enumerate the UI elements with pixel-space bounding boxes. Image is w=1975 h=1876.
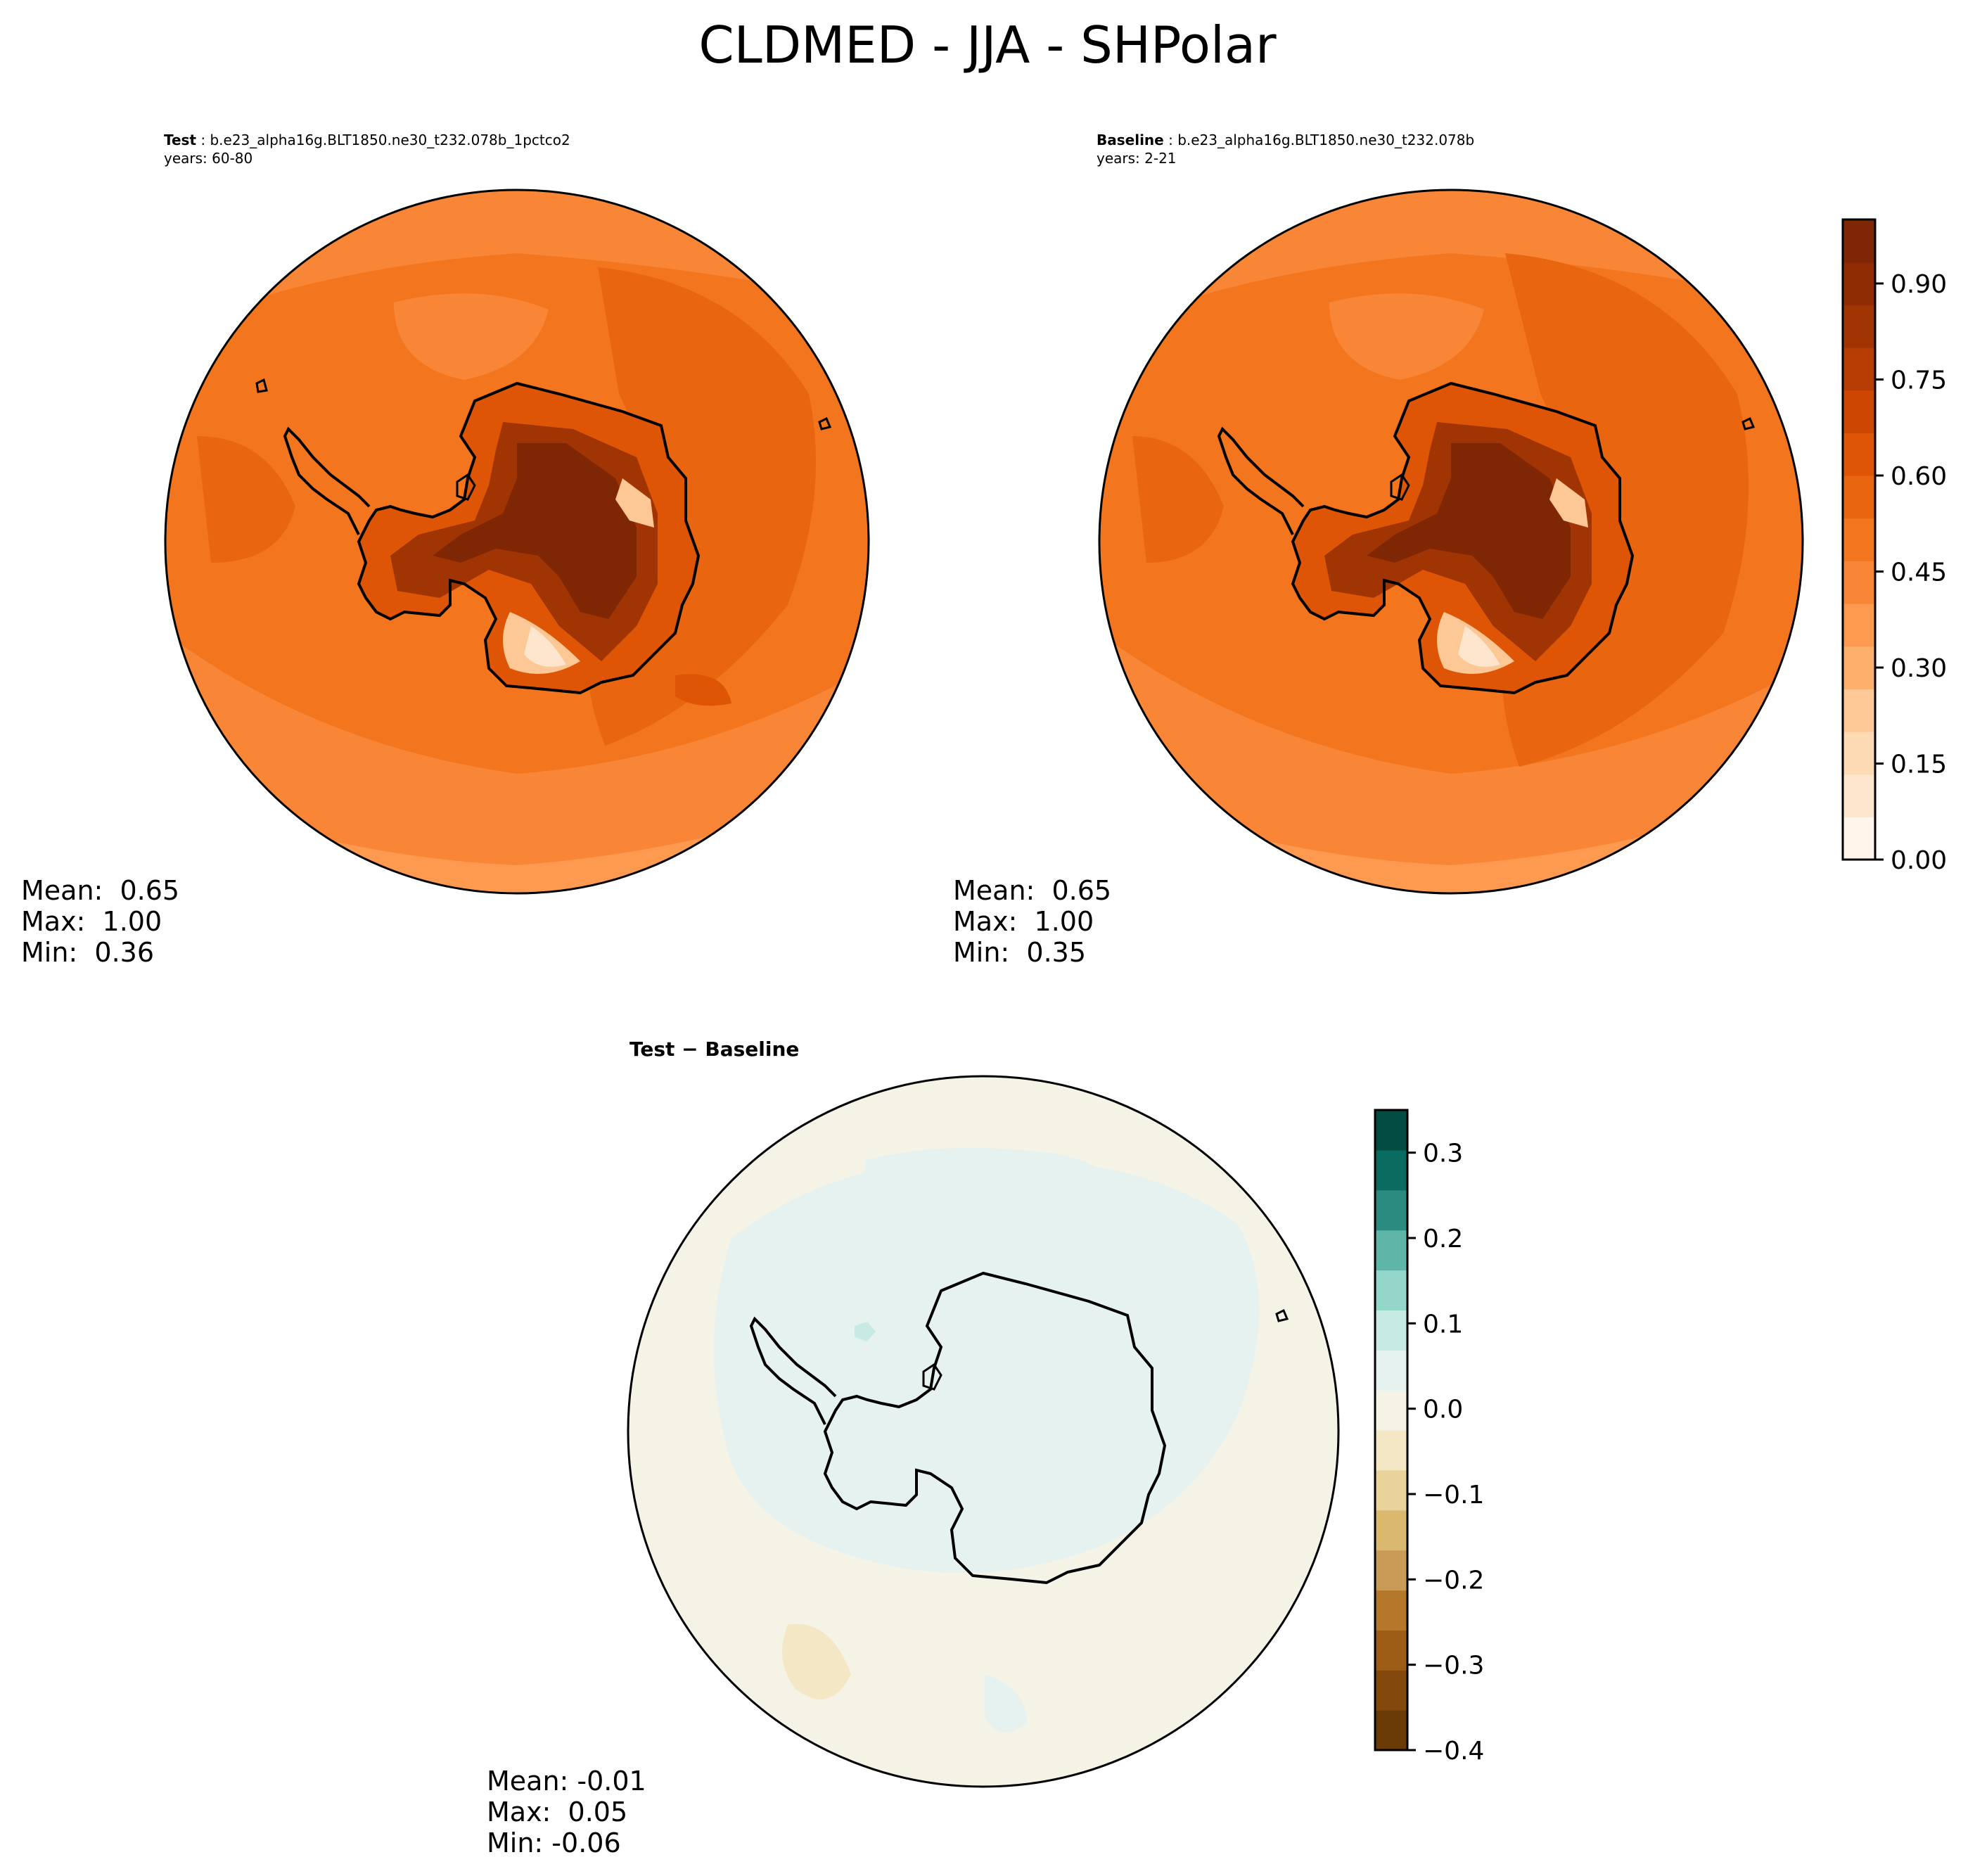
main-colorbar-segment bbox=[1843, 774, 1875, 817]
test-mean: Mean: 0.65 bbox=[21, 875, 180, 906]
baseline-case-header: Baseline : b.e23_alpha16g.BLT1850.ne30_t… bbox=[1097, 132, 1475, 148]
difference-colorbar-tick-label: −0.2 bbox=[1423, 1566, 1484, 1595]
main-colorbar: 0.00 0.15 0.30 0.45 0.60 0.75 0.90 bbox=[1841, 218, 1947, 875]
baseline-min: Min: 0.35 bbox=[953, 937, 1086, 968]
difference-stats: Mean: -0.01 Max: 0.05 Min: -0.06 bbox=[487, 1766, 646, 1858]
difference-colorbar: −0.4 −0.3 −0.2 −0.1 0.0 0.1 0.2 0.3 bbox=[1374, 1109, 1484, 1766]
figure-title: CLDMED - JJA - SHPolar bbox=[698, 15, 1277, 75]
difference-colorbar-tick-label: 0.0 bbox=[1423, 1396, 1463, 1424]
difference-map bbox=[627, 1075, 1340, 1788]
difference-colorbar-tick-label: −0.1 bbox=[1423, 1481, 1484, 1510]
difference-colorbar-tick-label: 0.3 bbox=[1423, 1140, 1463, 1168]
main-colorbar-tick-label: 0.30 bbox=[1891, 654, 1947, 683]
baseline-map bbox=[1098, 189, 1804, 895]
main-colorbar-tick-label: 0.15 bbox=[1891, 751, 1947, 779]
difference-colorbar-segment bbox=[1375, 1670, 1407, 1711]
difference-colorbar-segment bbox=[1375, 1710, 1407, 1751]
main-colorbar-segment bbox=[1843, 732, 1875, 775]
baseline-years: years: 2-21 bbox=[1097, 150, 1177, 167]
difference-colorbar-segment bbox=[1375, 1390, 1407, 1431]
difference-colorbar-segment bbox=[1375, 1510, 1407, 1551]
test-map bbox=[164, 189, 870, 895]
difference-colorbar-tick-label: −0.4 bbox=[1423, 1737, 1484, 1766]
difference-colorbar-tick-label: 0.2 bbox=[1423, 1225, 1463, 1253]
test-years: years: 60-80 bbox=[164, 150, 253, 167]
main-colorbar-segment bbox=[1843, 390, 1875, 433]
main-colorbar-segment bbox=[1843, 347, 1875, 391]
main-colorbar-segment bbox=[1843, 262, 1875, 305]
baseline-mean: Mean: 0.65 bbox=[953, 875, 1112, 906]
difference-colorbar-segment bbox=[1375, 1110, 1407, 1151]
test-case-name: b.e23_alpha16g.BLT1850.ne30_t232.078b_1p… bbox=[210, 132, 570, 148]
difference-colorbar-segment bbox=[1375, 1270, 1407, 1310]
test-max: Max: 1.00 bbox=[21, 906, 162, 937]
test-stats: Mean: 0.65 Max: 1.00 Min: 0.36 bbox=[21, 875, 179, 968]
main-colorbar-segment bbox=[1843, 646, 1875, 689]
main-colorbar-tick-label: 0.75 bbox=[1891, 366, 1947, 395]
main-colorbar-segment bbox=[1843, 689, 1875, 732]
baseline-max: Max: 1.00 bbox=[953, 906, 1094, 937]
difference-colorbar-tick-label: 0.1 bbox=[1423, 1310, 1463, 1339]
main-colorbar-segment bbox=[1843, 604, 1875, 647]
difference-title: Test − Baseline bbox=[629, 1038, 800, 1061]
test-label: Test bbox=[164, 132, 197, 148]
main-colorbar-segment bbox=[1843, 518, 1875, 561]
main-colorbar-tick-label: 0.45 bbox=[1891, 559, 1947, 587]
difference-colorbar-segment bbox=[1375, 1590, 1407, 1631]
baseline-stats: Mean: 0.65 Max: 1.00 Min: 0.35 bbox=[953, 875, 1111, 968]
main-colorbar-segment bbox=[1843, 305, 1875, 348]
difference-colorbar-segment bbox=[1375, 1550, 1407, 1591]
baseline-case-name: b.e23_alpha16g.BLT1850.ne30_t232.078b bbox=[1177, 132, 1475, 148]
difference-max: Max: 0.05 bbox=[487, 1797, 628, 1827]
test-case-header: Test : b.e23_alpha16g.BLT1850.ne30_t232.… bbox=[164, 132, 570, 148]
main-colorbar-segment bbox=[1843, 817, 1875, 860]
main-colorbar-segment bbox=[1843, 433, 1875, 476]
difference-colorbar-segment bbox=[1375, 1430, 1407, 1471]
main-colorbar-tick-label: 0.60 bbox=[1891, 462, 1947, 491]
difference-colorbar-segment bbox=[1375, 1149, 1407, 1191]
difference-colorbar-segment bbox=[1375, 1189, 1407, 1231]
main-colorbar-segment bbox=[1843, 219, 1875, 263]
difference-min: Min: -0.06 bbox=[487, 1827, 621, 1858]
baseline-label: Baseline bbox=[1097, 132, 1164, 148]
main-colorbar-segment bbox=[1843, 476, 1875, 519]
difference-colorbar-segment bbox=[1375, 1230, 1407, 1271]
difference-mean: Mean: -0.01 bbox=[487, 1766, 646, 1797]
test-min: Min: 0.36 bbox=[21, 937, 154, 968]
difference-colorbar-segment bbox=[1375, 1630, 1407, 1671]
difference-colorbar-segment bbox=[1375, 1350, 1407, 1391]
difference-colorbar-segment bbox=[1375, 1310, 1407, 1351]
main-colorbar-tick-label: 0.90 bbox=[1891, 270, 1947, 299]
main-colorbar-frame bbox=[1841, 218, 1877, 861]
main-colorbar-tick-label: 0.00 bbox=[1891, 846, 1947, 875]
main-colorbar-segment bbox=[1843, 561, 1875, 604]
difference-colorbar-frame bbox=[1374, 1109, 1409, 1751]
difference-colorbar-tick-label: −0.3 bbox=[1423, 1652, 1484, 1680]
difference-colorbar-segment bbox=[1375, 1469, 1407, 1511]
